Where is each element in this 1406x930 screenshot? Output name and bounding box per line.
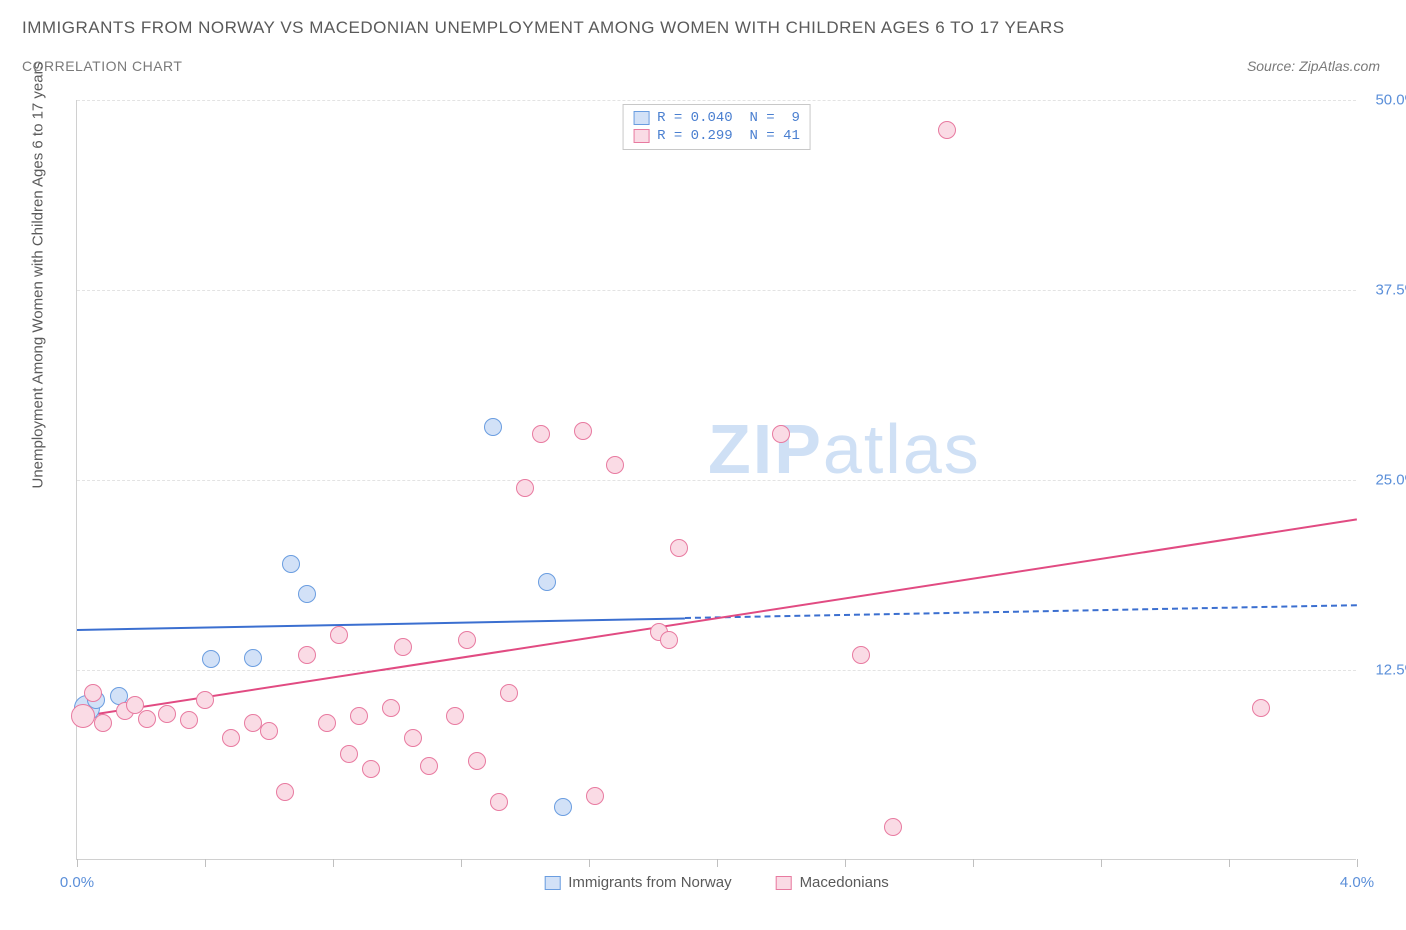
data-point-macedonians[interactable] [404, 729, 422, 747]
y-tick-label: 37.5% [1375, 282, 1406, 299]
x-tick [77, 859, 78, 867]
data-point-macedonians[interactable] [606, 456, 624, 474]
x-tick-label: 4.0% [1340, 874, 1374, 891]
data-point-norway[interactable] [298, 585, 316, 603]
x-tick [1229, 859, 1230, 867]
data-point-macedonians[interactable] [138, 710, 156, 728]
data-point-macedonians[interactable] [516, 479, 534, 497]
data-point-macedonians[interactable] [458, 631, 476, 649]
chart-container: IMMIGRANTS FROM NORWAY VS MACEDONIAN UNE… [0, 0, 1406, 930]
gridline [77, 100, 1356, 101]
x-tick [333, 859, 334, 867]
data-point-macedonians[interactable] [362, 760, 380, 778]
legend-swatch-norway [633, 111, 649, 125]
legend-r-macedonians: R = 0.299 N = 41 [657, 128, 800, 144]
x-tick [1357, 859, 1358, 867]
data-point-macedonians[interactable] [586, 787, 604, 805]
gridline [77, 480, 1356, 481]
gridline [77, 290, 1356, 291]
data-point-norway[interactable] [244, 649, 262, 667]
legend-label-norway: Immigrants from Norway [568, 874, 731, 891]
data-point-macedonians[interactable] [94, 714, 112, 732]
watermark-bold: ZIP [708, 410, 823, 488]
data-point-macedonians[interactable] [71, 704, 95, 728]
data-point-macedonians[interactable] [158, 705, 176, 723]
data-point-macedonians[interactable] [84, 684, 102, 702]
x-tick [717, 859, 718, 867]
data-point-macedonians[interactable] [330, 626, 348, 644]
data-point-macedonians[interactable] [298, 646, 316, 664]
data-point-macedonians[interactable] [772, 425, 790, 443]
trend-line-norway [77, 617, 685, 631]
data-point-macedonians[interactable] [468, 752, 486, 770]
x-tick [973, 859, 974, 867]
plot-area: ZIPatlas R = 0.040 N = 9 R = 0.299 N = 4… [76, 100, 1356, 860]
legend-swatch-macedonians-bottom [776, 876, 792, 890]
data-point-norway[interactable] [538, 573, 556, 591]
y-axis-label: Unemployment Among Women with Children A… [30, 62, 47, 489]
data-point-macedonians[interactable] [260, 722, 278, 740]
data-point-norway[interactable] [282, 555, 300, 573]
x-tick [589, 859, 590, 867]
data-point-macedonians[interactable] [382, 699, 400, 717]
trend-line-macedonians [77, 518, 1357, 718]
watermark: ZIPatlas [708, 409, 981, 489]
data-point-macedonians[interactable] [500, 684, 518, 702]
data-point-macedonians[interactable] [394, 638, 412, 656]
data-point-macedonians[interactable] [350, 707, 368, 725]
data-point-macedonians[interactable] [340, 745, 358, 763]
data-point-macedonians[interactable] [852, 646, 870, 664]
legend-row-norway: R = 0.040 N = 9 [633, 109, 800, 127]
data-point-macedonians[interactable] [196, 691, 214, 709]
data-point-macedonians[interactable] [884, 818, 902, 836]
legend-row-macedonians: R = 0.299 N = 41 [633, 127, 800, 145]
data-point-norway[interactable] [554, 798, 572, 816]
x-tick [205, 859, 206, 867]
data-point-norway[interactable] [484, 418, 502, 436]
x-tick [845, 859, 846, 867]
data-point-macedonians[interactable] [276, 783, 294, 801]
data-point-macedonians[interactable] [938, 121, 956, 139]
gridline [77, 670, 1356, 671]
legend-stats: R = 0.040 N = 9 R = 0.299 N = 41 [622, 104, 811, 150]
y-tick-label: 25.0% [1375, 472, 1406, 489]
legend-swatch-macedonians [633, 129, 649, 143]
legend-swatch-norway-bottom [544, 876, 560, 890]
data-point-macedonians[interactable] [670, 539, 688, 557]
legend-label-macedonians: Macedonians [800, 874, 889, 891]
data-point-macedonians[interactable] [1252, 699, 1270, 717]
data-point-macedonians[interactable] [446, 707, 464, 725]
legend-series: Immigrants from Norway Macedonians [544, 874, 889, 891]
data-point-macedonians[interactable] [574, 422, 592, 440]
watermark-rest: atlas [823, 410, 981, 488]
chart-title: IMMIGRANTS FROM NORWAY VS MACEDONIAN UNE… [22, 18, 1065, 38]
chart-source: Source: ZipAtlas.com [1247, 58, 1380, 74]
y-tick-label: 50.0% [1375, 92, 1406, 109]
data-point-macedonians[interactable] [532, 425, 550, 443]
x-tick-label: 0.0% [60, 874, 94, 891]
data-point-macedonians[interactable] [420, 757, 438, 775]
data-point-macedonians[interactable] [318, 714, 336, 732]
data-point-macedonians[interactable] [222, 729, 240, 747]
y-tick-label: 12.5% [1375, 662, 1406, 679]
data-point-macedonians[interactable] [490, 793, 508, 811]
data-point-norway[interactable] [202, 650, 220, 668]
legend-item-macedonians: Macedonians [776, 874, 889, 891]
data-point-macedonians[interactable] [180, 711, 198, 729]
x-tick [461, 859, 462, 867]
data-point-macedonians[interactable] [660, 631, 678, 649]
legend-r-norway: R = 0.040 N = 9 [657, 110, 800, 126]
x-tick [1101, 859, 1102, 867]
legend-item-norway: Immigrants from Norway [544, 874, 731, 891]
